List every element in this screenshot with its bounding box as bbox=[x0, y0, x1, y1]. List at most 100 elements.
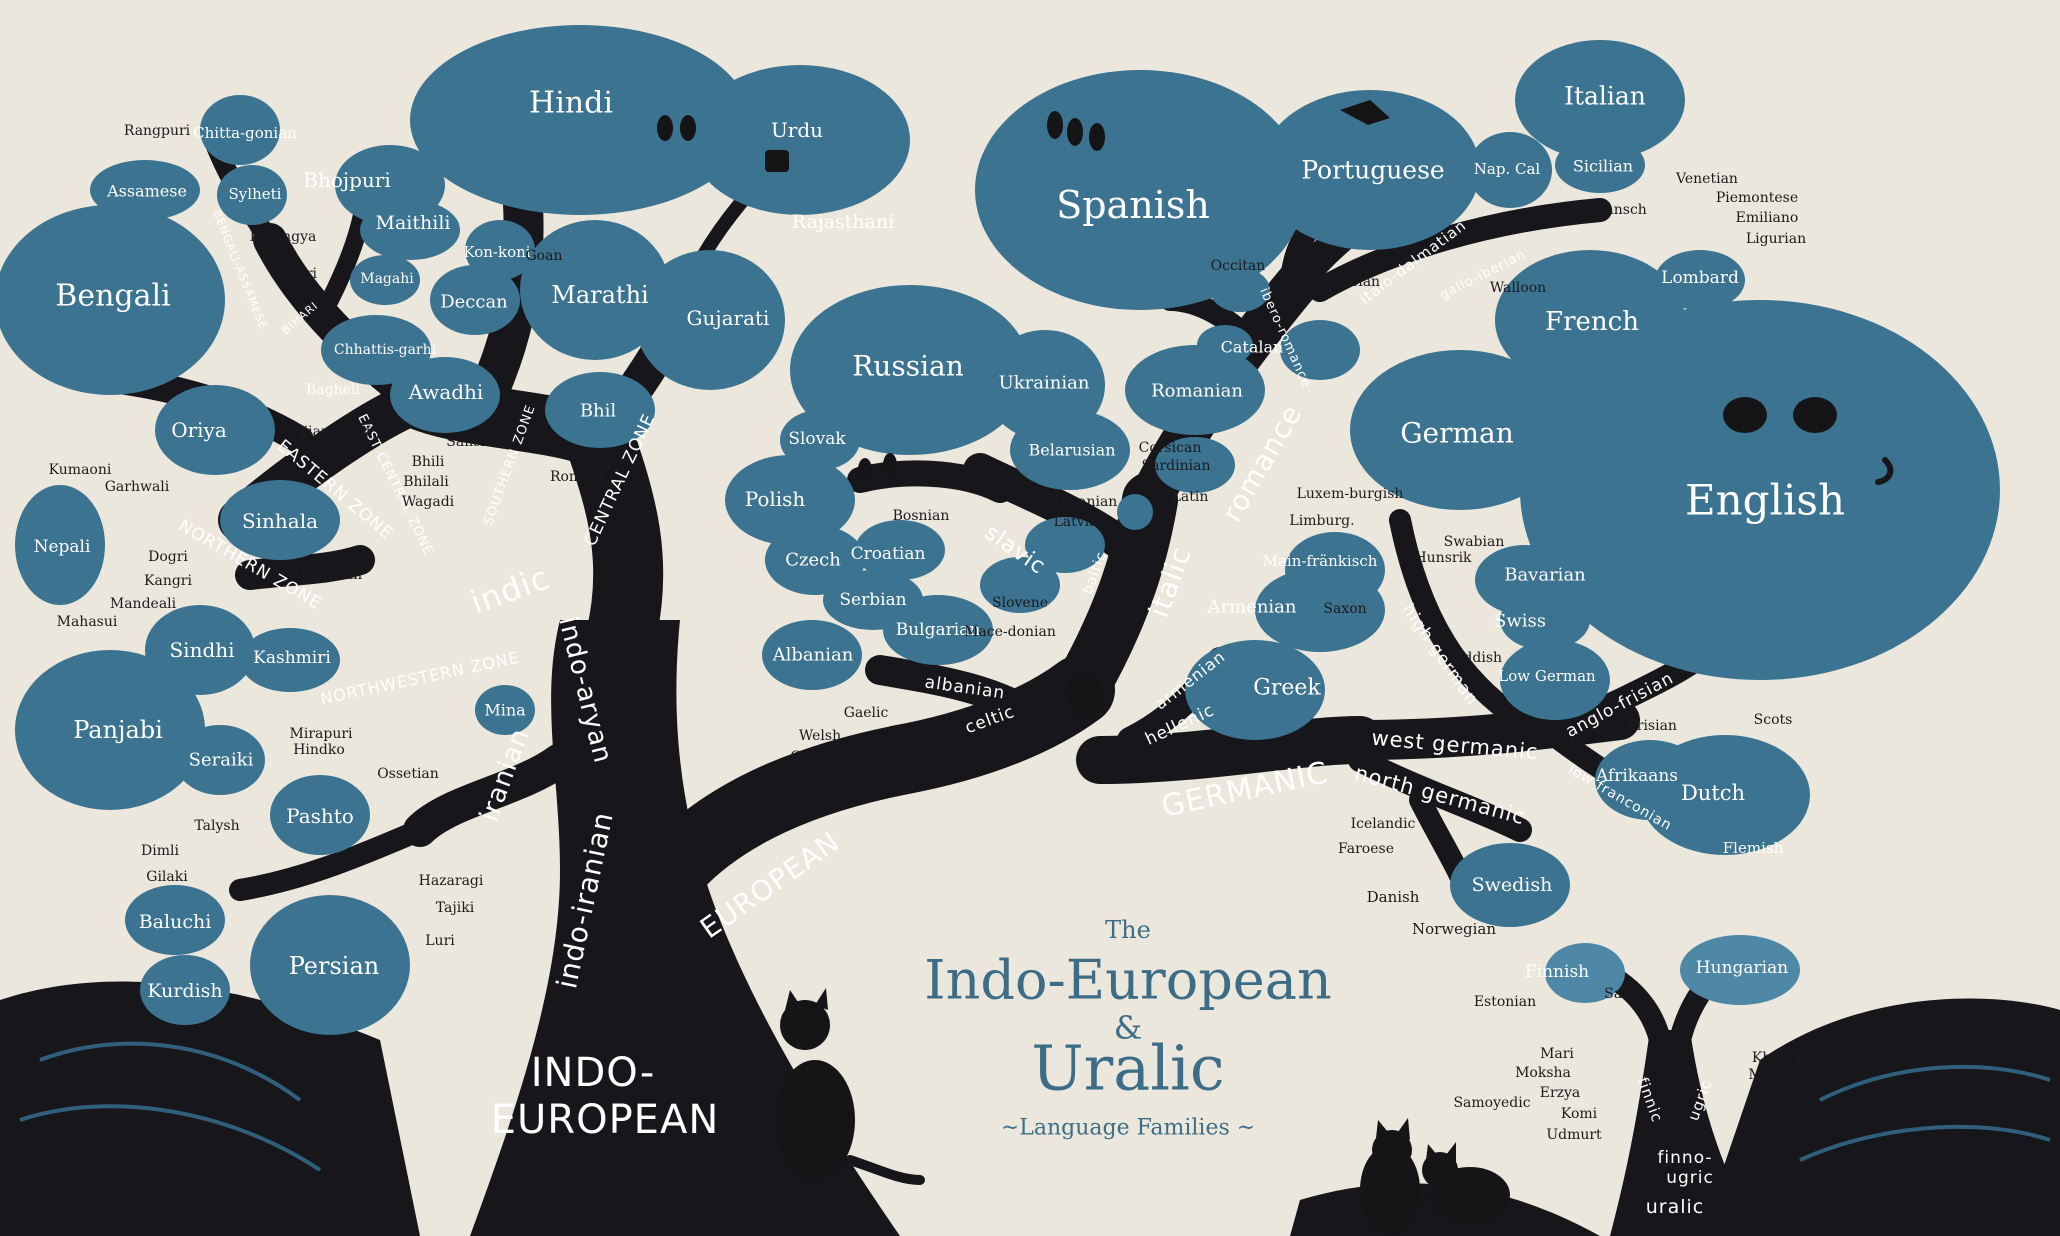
leaf-italian: Italian bbox=[1564, 82, 1646, 111]
label-emiliano: Emiliano bbox=[1736, 210, 1799, 226]
leaf-baluchi: Baluchi bbox=[139, 911, 212, 933]
leaf-bavarian: Bavarian bbox=[1504, 565, 1586, 586]
label-welsh: Welsh bbox=[799, 728, 841, 744]
leaf-croatian: Croatian bbox=[851, 544, 926, 564]
label-goan: Goan bbox=[526, 248, 563, 264]
branch-finno-ugric: ugric bbox=[1666, 1168, 1714, 1188]
label-hindko: Hindko bbox=[293, 742, 345, 758]
label-moksha: Moksha bbox=[1515, 1065, 1571, 1081]
leaf-gujarati: Gujarati bbox=[687, 306, 770, 330]
leaf-oriya: Oriya bbox=[171, 418, 227, 442]
label-mansi: Mansi bbox=[1748, 1067, 1792, 1083]
label-maldivian: Maldivian bbox=[292, 567, 362, 583]
label-khanty: Khanty bbox=[1752, 1050, 1802, 1066]
cat-icon bbox=[1422, 1142, 1510, 1223]
leaf-russian: Russian bbox=[852, 350, 964, 383]
label-mahasui: Mahasui bbox=[57, 614, 118, 630]
leaf-urdu: Urdu bbox=[771, 118, 823, 142]
leaf-chhattisgarhi: Chhattis-garhi bbox=[334, 342, 437, 358]
leaf-portuguese: Portuguese bbox=[1301, 156, 1444, 185]
label-mandeali: Mandeali bbox=[110, 596, 177, 612]
leaf-chittagonian: Chitta-gonian bbox=[193, 124, 297, 142]
label-gilaki: Gilaki bbox=[146, 869, 188, 885]
cat-icon bbox=[765, 150, 789, 172]
leaf-albanian: Albanian bbox=[772, 645, 854, 666]
label-faroese: Faroese bbox=[1338, 841, 1394, 857]
label-luri: Luri bbox=[425, 933, 455, 949]
leaf-maithili: Maithili bbox=[376, 212, 451, 234]
label-latvian: Latvian bbox=[1053, 514, 1106, 530]
label-gaelic: Gaelic bbox=[844, 705, 889, 721]
label-erzya: Erzya bbox=[1540, 1085, 1581, 1101]
branch-uralic: uralic bbox=[1646, 1196, 1705, 1218]
label-rohingya: Rohingya bbox=[250, 229, 317, 245]
leaf-bhil: Bhil bbox=[580, 401, 617, 422]
label-hazaragi: Hazaragi bbox=[419, 873, 484, 889]
label-talysh: Talysh bbox=[194, 818, 239, 834]
leaf-sylheti: Sylheti bbox=[229, 185, 282, 203]
leaf-romanian: Romanian bbox=[1151, 381, 1243, 402]
label-ossetian: Ossetian bbox=[377, 766, 439, 782]
label-romani: Romani bbox=[550, 469, 605, 485]
label-limburgish: Limburg. bbox=[1289, 513, 1354, 529]
label-slovene: Slovene bbox=[992, 595, 1048, 611]
title-block: The Indo-European & Uralic ~Language Fam… bbox=[924, 916, 1331, 1141]
leaf-polish: Polish bbox=[745, 487, 806, 511]
leaf-bhojpuri: Bhojpuri bbox=[303, 168, 390, 192]
ground bbox=[0, 981, 2060, 1236]
leaf-greek: Greek bbox=[1253, 676, 1321, 701]
leaf-nepali: Nepali bbox=[34, 537, 91, 557]
leaf-armenian: Armenian bbox=[1207, 597, 1297, 618]
leaf-serbian: Serbian bbox=[839, 590, 906, 610]
label-galician: Galician bbox=[1322, 274, 1380, 290]
leaf-bulgarian: Bulgarian bbox=[896, 620, 981, 640]
branch-finno-ugric: finno- bbox=[1657, 1148, 1712, 1168]
leaf-czech: Czech bbox=[785, 550, 841, 571]
label-wagadi: Wagadi bbox=[402, 494, 455, 510]
label-komi: Komi bbox=[1561, 1106, 1598, 1122]
leaf-bengali: Bengali bbox=[55, 279, 170, 314]
label-kumaoni: Kumaoni bbox=[49, 462, 112, 478]
leaf-rajasthani: Rajasthani bbox=[792, 211, 895, 233]
label-estonian: Estonian bbox=[1474, 994, 1536, 1010]
label-hunsrik: Hunsrik bbox=[1414, 550, 1472, 566]
leaf-magahi: Magahi bbox=[360, 271, 414, 287]
label-macedonian: Mace-donian bbox=[964, 624, 1056, 640]
label-icelandic: Icelandic bbox=[1351, 816, 1416, 832]
label-norwegian: Norwegian bbox=[1412, 920, 1496, 938]
label-saxon: Saxon bbox=[1323, 601, 1366, 617]
label-romansch: Romansch bbox=[1573, 202, 1647, 218]
minor-languages: Rangpuri Rohingya Sadri Fijian hindi San… bbox=[49, 123, 1807, 1143]
leaf-swiss: Swiss bbox=[1494, 611, 1546, 632]
label-venetian: Venetian bbox=[1675, 171, 1738, 187]
label-sardinian: Sardinian bbox=[1142, 458, 1211, 474]
label-frisian: Frisian bbox=[1627, 718, 1677, 734]
leaf-panjabi: Panjabi bbox=[73, 716, 163, 744]
label-tajiki: Tajiki bbox=[436, 900, 475, 916]
leaf-spanish: Spanish bbox=[1056, 183, 1210, 227]
leaf-low-german: Low German bbox=[1498, 667, 1596, 685]
leaf-sindhi: Sindhi bbox=[169, 638, 234, 662]
label-corsican: Corsican bbox=[1139, 440, 1202, 456]
leaf-bagheli: Bagheli bbox=[306, 382, 360, 398]
bird-icon bbox=[1047, 111, 1105, 151]
label-sanskrit: Sanskrit bbox=[446, 434, 506, 450]
leaf-hungarian: Hungarian bbox=[1696, 958, 1788, 978]
label-fijian-hindi: Fijian hindi bbox=[290, 424, 371, 440]
title-ampersand: & bbox=[1114, 1009, 1142, 1047]
label-luxemburgish: Luxem-burgish bbox=[1297, 486, 1404, 502]
label-udmurt: Udmurt bbox=[1546, 1127, 1602, 1143]
label-swabian: Swabian bbox=[1444, 534, 1505, 550]
leaf-german: German bbox=[1400, 417, 1514, 450]
leaf-persian: Persian bbox=[289, 952, 380, 980]
leaf-hindi: Hindi bbox=[529, 86, 613, 121]
label-scots: Scots bbox=[1754, 712, 1793, 728]
leaf-sinhala: Sinhala bbox=[242, 509, 318, 533]
leaf-lombard: Lombard bbox=[1661, 268, 1739, 288]
leaf-afrikaans: Afrikaans bbox=[1595, 766, 1678, 786]
leaf-swedish: Swedish bbox=[1472, 874, 1553, 896]
label-bhilali: Bhilali bbox=[403, 474, 449, 490]
label-bhili: Bhili bbox=[412, 454, 445, 470]
title-line1: Indo-European bbox=[924, 949, 1331, 1012]
